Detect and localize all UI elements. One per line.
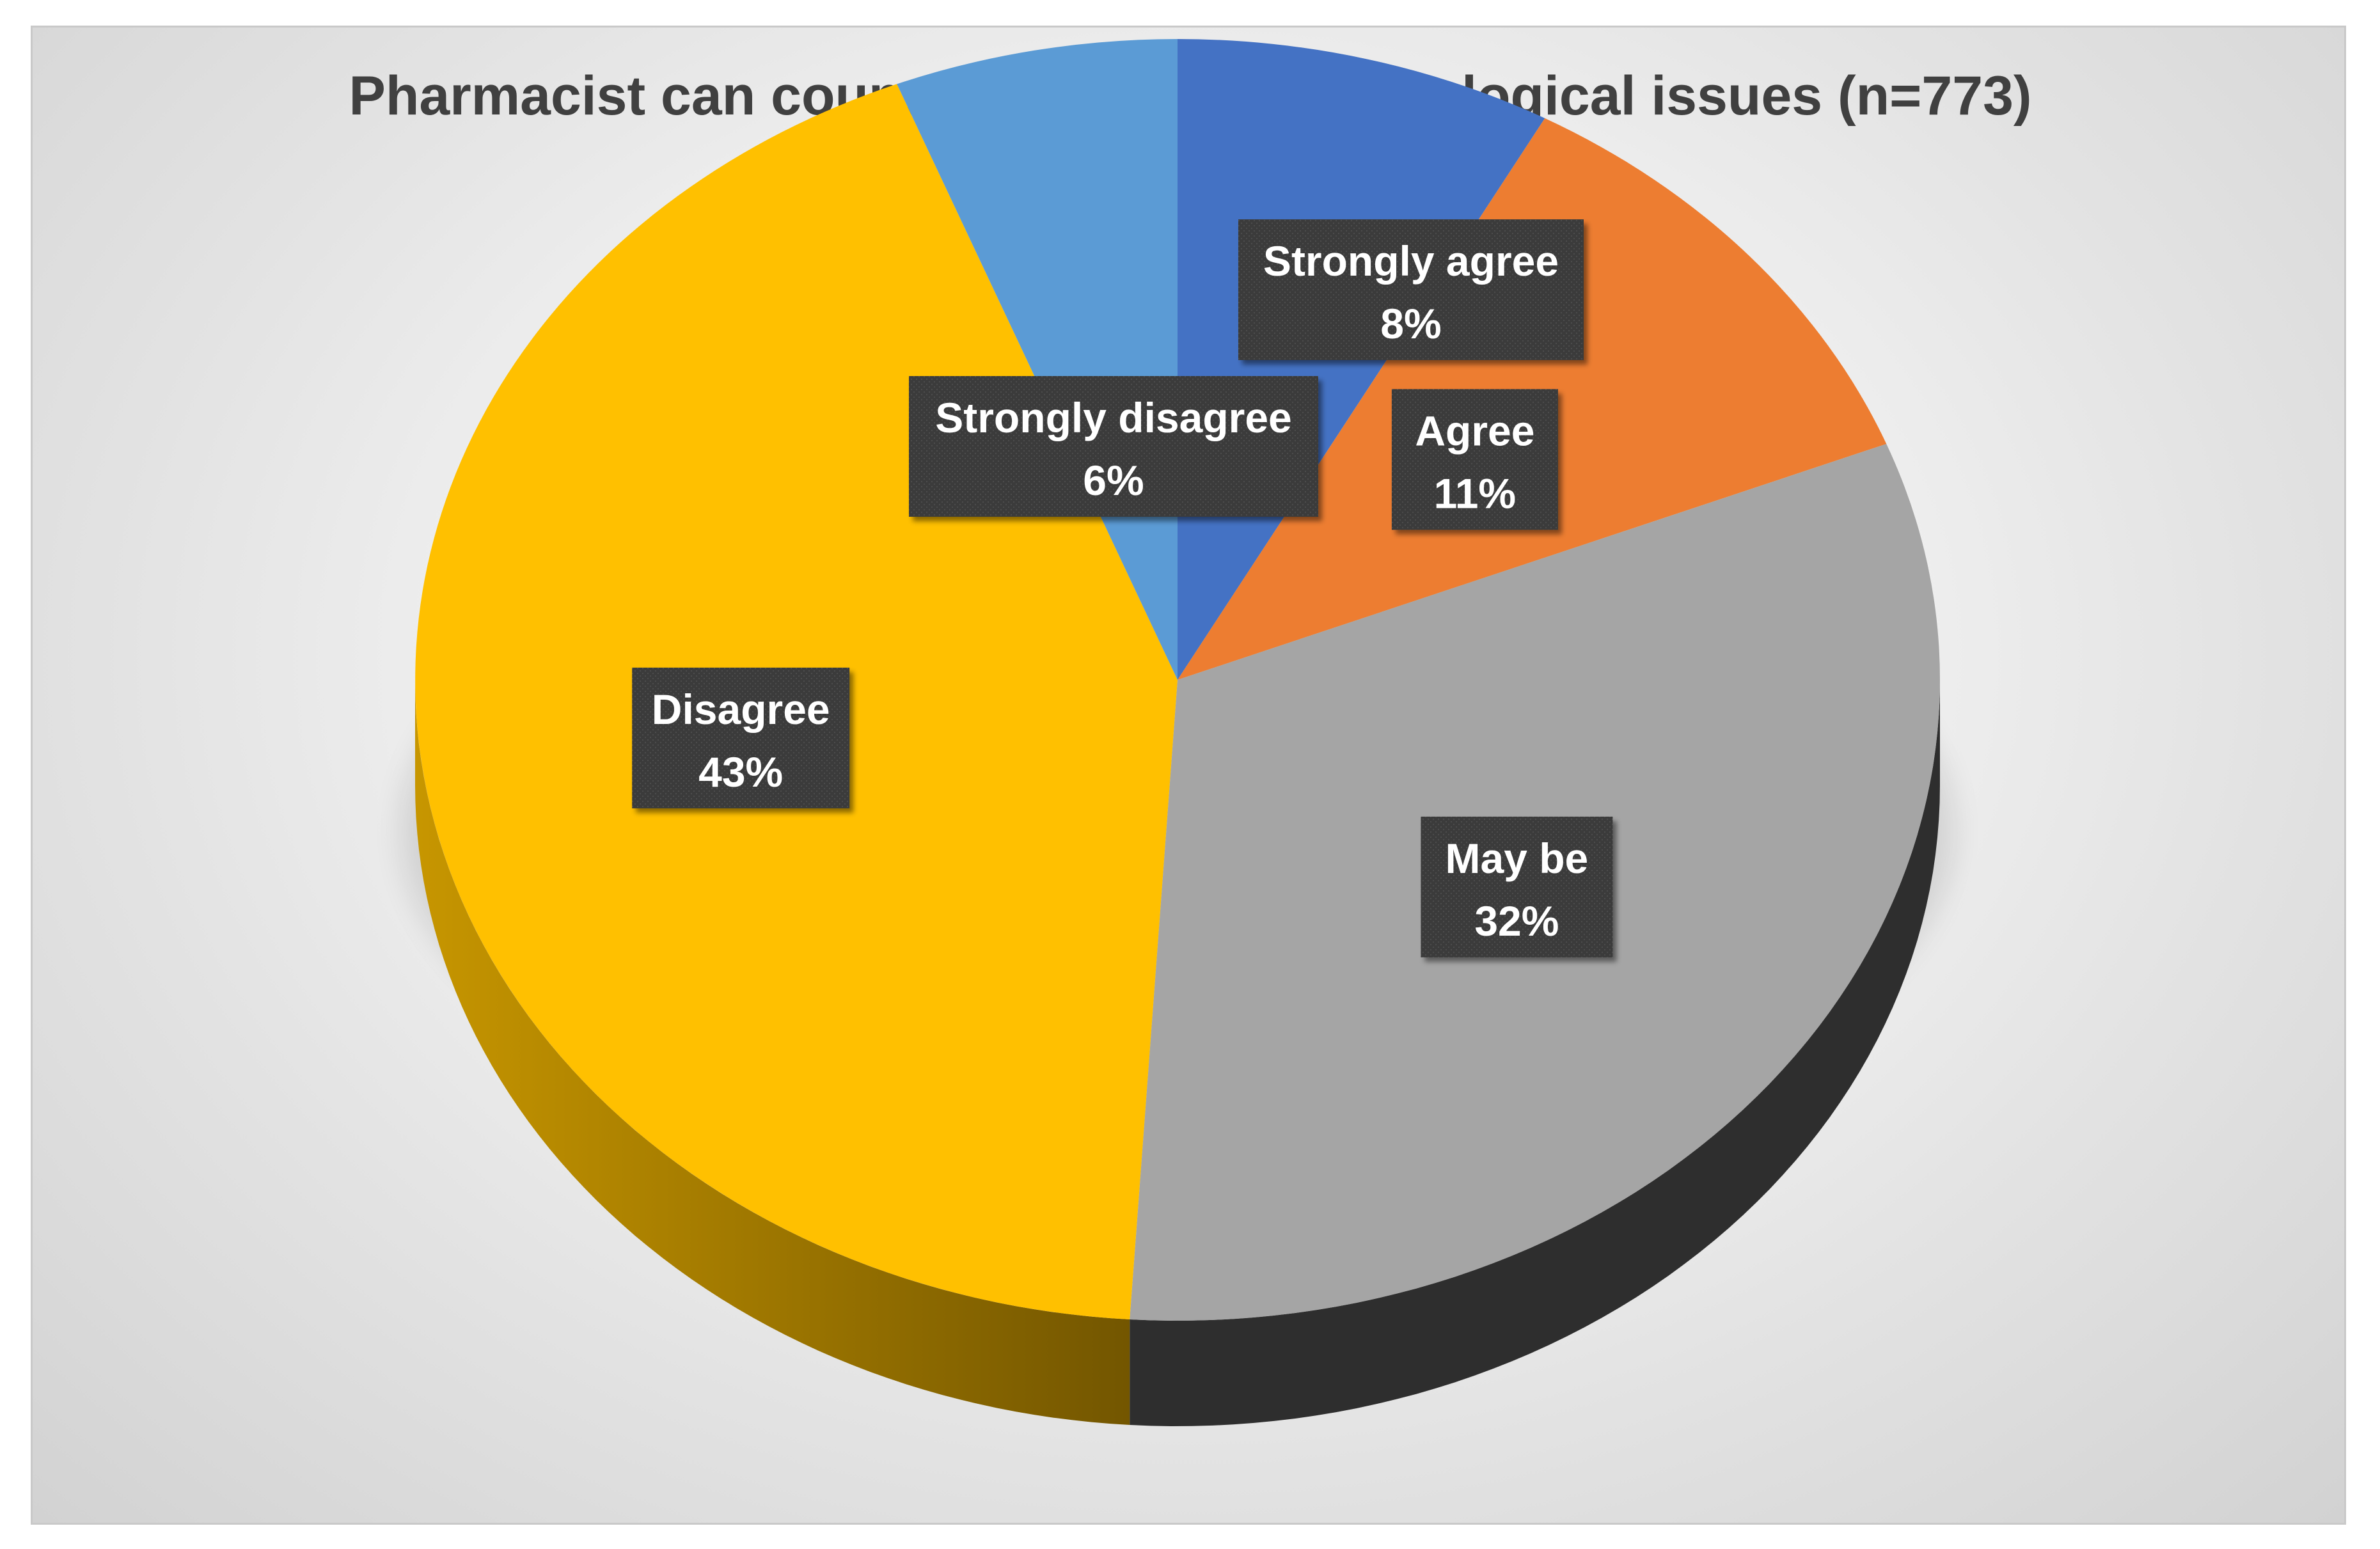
data-label-category: Agree (1415, 407, 1534, 454)
pie-chart: Strongly agree 8% Agree 11% May be 32% Disagre… (400, 38, 1955, 1426)
data-label-percent: 11% (1434, 469, 1516, 517)
pie-slice-strongly-disagree (897, 39, 1178, 680)
pie-side-may-be (1130, 680, 1940, 1426)
data-label-percent: 8% (1380, 300, 1441, 347)
data-label-percent: 43% (698, 748, 783, 796)
data-label-percent: 6% (1083, 457, 1144, 504)
pie-sides (415, 680, 1940, 1426)
data-label-box (1238, 219, 1584, 360)
data-label-category: Strongly agree (1263, 237, 1559, 285)
data-label-category: May be (1446, 835, 1589, 882)
data-label-category: Strongly disagree (935, 394, 1292, 441)
data-label-box (1421, 816, 1613, 957)
data-label-strongly-disagree: Strongly disagree 6% (909, 376, 1318, 517)
data-label-category: Disagree (652, 686, 830, 733)
pie-labels: Strongly agree 8% Agree 11% May be 32% Disagre… (632, 219, 1613, 957)
data-label-may-be: May be 32% (1421, 816, 1613, 957)
data-label-percent: 32% (1474, 897, 1559, 945)
data-label-agree: Agree 11% (1391, 389, 1558, 530)
data-label-strongly-agree: Strongly agree 8% (1238, 219, 1584, 360)
data-label-disagree: Disagree 43% (632, 667, 850, 808)
chart-frame: Pharmacist can counsel people on psychol… (31, 26, 2346, 1525)
data-label-box (909, 376, 1318, 517)
data-label-box (1391, 389, 1558, 530)
data-label-box (632, 667, 850, 808)
pie-side-disagree (415, 680, 1130, 1425)
